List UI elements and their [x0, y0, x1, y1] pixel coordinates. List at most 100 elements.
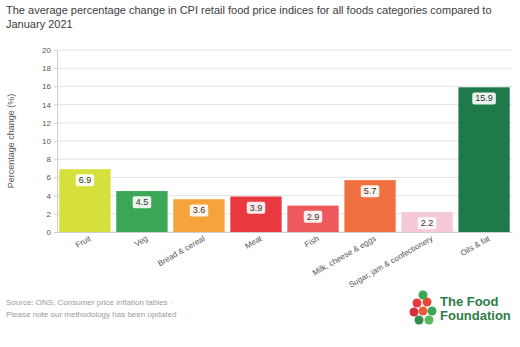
background	[0, 0, 520, 347]
tick: 10	[42, 137, 57, 146]
tick: Sugar, jam & confectionery	[347, 234, 434, 290]
data-label-bg	[361, 185, 380, 197]
tick-mark	[54, 232, 57, 233]
tick: Meat	[244, 234, 265, 251]
logo-dot	[428, 307, 437, 316]
tick-label: Veg	[133, 234, 149, 249]
tick-label: 16	[42, 82, 51, 91]
data-label-bg	[418, 217, 437, 229]
tick: 4	[47, 192, 57, 201]
tick-label: 6	[47, 173, 52, 182]
tick: Bread & cereal	[156, 234, 207, 268]
tick-label: 20	[42, 46, 51, 55]
chart-title: The average percentage change in CPI ret…	[6, 4, 492, 30]
data-label: 2.9	[307, 212, 320, 222]
tick-mark	[54, 141, 57, 142]
bars	[59, 87, 509, 232]
tick: 6	[47, 173, 57, 182]
grid-line	[57, 86, 512, 87]
tick-mark	[54, 105, 57, 106]
y-axis: 0 2 4 6 8 10 12 14 16 18 20	[42, 46, 57, 237]
tick-label: 14	[42, 101, 51, 110]
bar	[344, 180, 395, 232]
tick: 2	[47, 210, 57, 219]
tick-label: 12	[42, 119, 51, 128]
bar	[116, 191, 167, 232]
tick-label: Fruit	[74, 234, 93, 250]
data-label: 3.6	[193, 205, 206, 215]
grid-line	[57, 104, 512, 105]
tick-mark	[54, 196, 57, 197]
grid-line	[57, 68, 512, 69]
data-label-bg	[472, 92, 496, 104]
tick-label: 8	[47, 155, 52, 164]
tick-mark	[54, 159, 57, 160]
bar	[401, 212, 452, 232]
grid-line	[57, 141, 512, 142]
chart-root: The average percentage change in CPI ret…	[0, 0, 520, 347]
logo-dot	[410, 308, 419, 317]
bar	[230, 197, 281, 232]
logo-dot	[413, 299, 422, 308]
data-label-bg	[133, 196, 152, 208]
grid-line	[57, 177, 512, 178]
grid-line	[57, 50, 512, 51]
text-line: Foundation	[440, 308, 511, 323]
tick-label: 4	[47, 192, 52, 201]
data-label: 15.9	[475, 93, 493, 103]
tick-mark	[54, 86, 57, 87]
tick-label: 18	[42, 64, 51, 73]
tick: Fish	[303, 234, 321, 249]
logo-icon	[410, 291, 437, 325]
data-label-bg	[304, 211, 323, 223]
bar	[287, 206, 338, 232]
tick-label: Oils & fat	[459, 234, 492, 258]
data-label: 6.9	[79, 175, 92, 185]
data-label: 4.5	[136, 197, 149, 207]
grid-line	[57, 122, 512, 123]
logo-text: The FoodFoundation	[440, 294, 511, 323]
data-label: 2.2	[421, 218, 434, 228]
tick: Fruit	[74, 234, 93, 250]
logo-dot	[419, 307, 428, 316]
tick-mark	[54, 123, 57, 124]
grid	[57, 50, 512, 232]
logo-dot	[425, 316, 434, 325]
tick-mark	[54, 50, 57, 51]
tick: 20	[42, 46, 57, 55]
bar	[59, 169, 110, 232]
tick-label: Bread & cereal	[156, 234, 207, 268]
tick-mark	[54, 214, 57, 215]
logo-dot	[419, 291, 428, 300]
tick: 0	[47, 228, 57, 237]
text-line: The average percentage change in CPI ret…	[6, 4, 492, 16]
data-labels: 6.9 4.5 3.6 3.9 2.9 5.7 2.2 15.9	[76, 92, 496, 229]
data-label-bg	[190, 204, 209, 216]
tick: 16	[42, 82, 57, 91]
tick-label: Sugar, jam & confectionery	[347, 234, 434, 290]
data-label-bg	[247, 202, 266, 214]
tick-mark	[54, 177, 57, 178]
text-line: January 2021	[6, 18, 73, 30]
tick-label: Meat	[244, 234, 265, 251]
tick-label: Fish	[303, 234, 321, 249]
source-note: Source: ONS, Consumer price inflation ta…	[6, 298, 172, 307]
text-line: The Food	[440, 294, 499, 309]
tick: 12	[42, 119, 57, 128]
x-axis: FruitVegBread & cerealMeatFishMilk, chee…	[58, 233, 513, 290]
data-label: 3.9	[250, 203, 263, 213]
bar	[458, 87, 509, 232]
axis-line	[58, 232, 513, 233]
tick: Oils & fat	[459, 234, 492, 258]
tick: 18	[42, 64, 57, 73]
tick-label: 2	[47, 210, 52, 219]
tick-mark	[54, 68, 57, 69]
y-axis-title: Percentage change (%)	[6, 94, 16, 189]
tick: Veg	[133, 234, 149, 249]
tick: 8	[47, 155, 57, 164]
data-label: 5.7	[364, 186, 377, 196]
logo-dot	[415, 316, 424, 325]
tick-label: 0	[47, 228, 52, 237]
tick-label: 10	[42, 137, 51, 146]
tick: 14	[42, 101, 57, 110]
